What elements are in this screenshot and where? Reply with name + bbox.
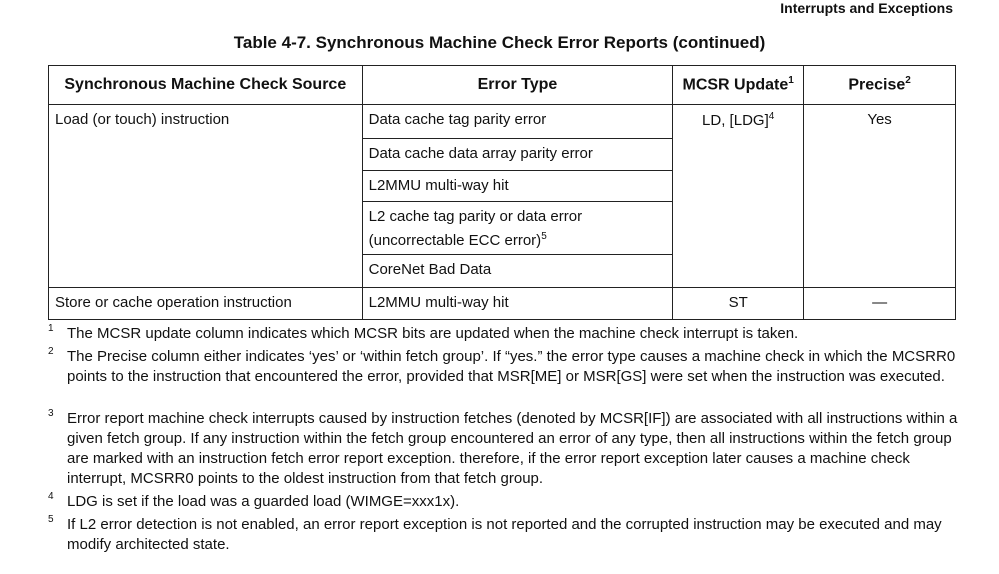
error-cell: L2 cache tag parity or data error (uncorr… bbox=[361, 201, 674, 255]
precise-cell: — bbox=[803, 287, 956, 320]
error-report-table: Synchronous Machine Check Source Error T… bbox=[48, 65, 956, 320]
running-head: Interrupts and Exceptions bbox=[780, 0, 953, 16]
footnote: 1 The MCSR update column indicates which … bbox=[48, 323, 799, 342]
error-cell: CoreNet Bad Data bbox=[361, 254, 674, 288]
table-row: Store or cache operation instruction L2M… bbox=[48, 287, 956, 320]
header-precise: Precise2 bbox=[803, 65, 956, 105]
error-cell: Data cache data array parity error bbox=[361, 138, 674, 171]
mcsr-cell: ST bbox=[672, 287, 805, 320]
table-header-row: Synchronous Machine Check Source Error T… bbox=[48, 65, 956, 105]
error-cell: Data cache tag parity error bbox=[361, 104, 674, 139]
header-error-type: Error Type bbox=[361, 65, 674, 105]
precise-cell: Yes bbox=[803, 104, 956, 288]
footnote: 4 LDG is set if the load was a guarded lo… bbox=[48, 491, 460, 510]
source-cell: Store or cache operation instruction bbox=[48, 287, 363, 320]
footnote: 3 Error report machine check interrupts c… bbox=[48, 408, 958, 487]
header-mcsr: MCSR Update1 bbox=[672, 65, 805, 105]
footnote: 2 The Precise column either indicates ‘ye… bbox=[48, 346, 956, 385]
footnote: 5 If L2 error detection is not enabled, a… bbox=[48, 514, 942, 553]
source-cell: Load (or touch) instruction bbox=[48, 104, 363, 288]
table-caption: Table 4-7. Synchronous Machine Check Err… bbox=[233, 33, 766, 52]
table-row: Load (or touch) instruction Data cache t… bbox=[48, 104, 956, 288]
error-cell: L2MMU multi-way hit bbox=[361, 287, 674, 320]
mcsr-cell: LD, [LDG]4 bbox=[672, 104, 805, 288]
header-source: Synchronous Machine Check Source bbox=[48, 65, 363, 105]
error-cell: L2MMU multi-way hit bbox=[361, 170, 674, 202]
